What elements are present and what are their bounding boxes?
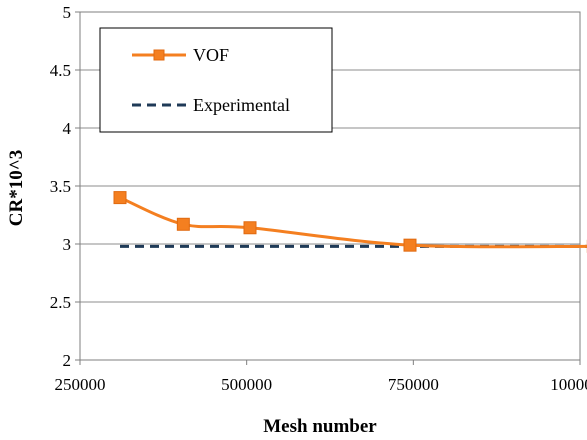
y-tick-label: 5	[63, 3, 72, 22]
x-tick-label: 1000000	[550, 375, 587, 394]
vof-data-point	[403, 238, 417, 252]
series-line-vof	[119, 196, 587, 249]
legend-experimental-label: Experimental	[193, 95, 290, 115]
y-tick-label: 4.5	[50, 61, 71, 80]
vof-data-point	[243, 221, 257, 235]
vof-data-point	[176, 217, 190, 231]
x-tick-label: 750000	[388, 375, 439, 394]
legend-vof-marker	[153, 49, 165, 61]
y-tick-label: 3	[63, 235, 72, 254]
series-layer	[113, 191, 587, 253]
vof-data-point	[113, 191, 127, 205]
y-axis-ticks: 2 2.5 3 3.5 4 4.5 5	[50, 3, 80, 370]
y-tick-label: 4	[63, 119, 72, 138]
y-tick-label: 2	[63, 351, 72, 370]
x-axis-title: Mesh number	[263, 416, 377, 437]
y-tick-label: 2.5	[50, 293, 71, 312]
x-axis-ticks: 250000 500000 750000 1000000	[55, 360, 587, 394]
x-tick-label: 500000	[221, 375, 272, 394]
legend-box	[99, 27, 333, 133]
x-tick-label: 250000	[55, 375, 106, 394]
legend: VOF Experimental	[99, 27, 333, 133]
y-tick-label: 3.5	[50, 177, 71, 196]
legend-vof-label: VOF	[193, 45, 229, 65]
y-axis-title: CR*10^3	[6, 150, 27, 226]
